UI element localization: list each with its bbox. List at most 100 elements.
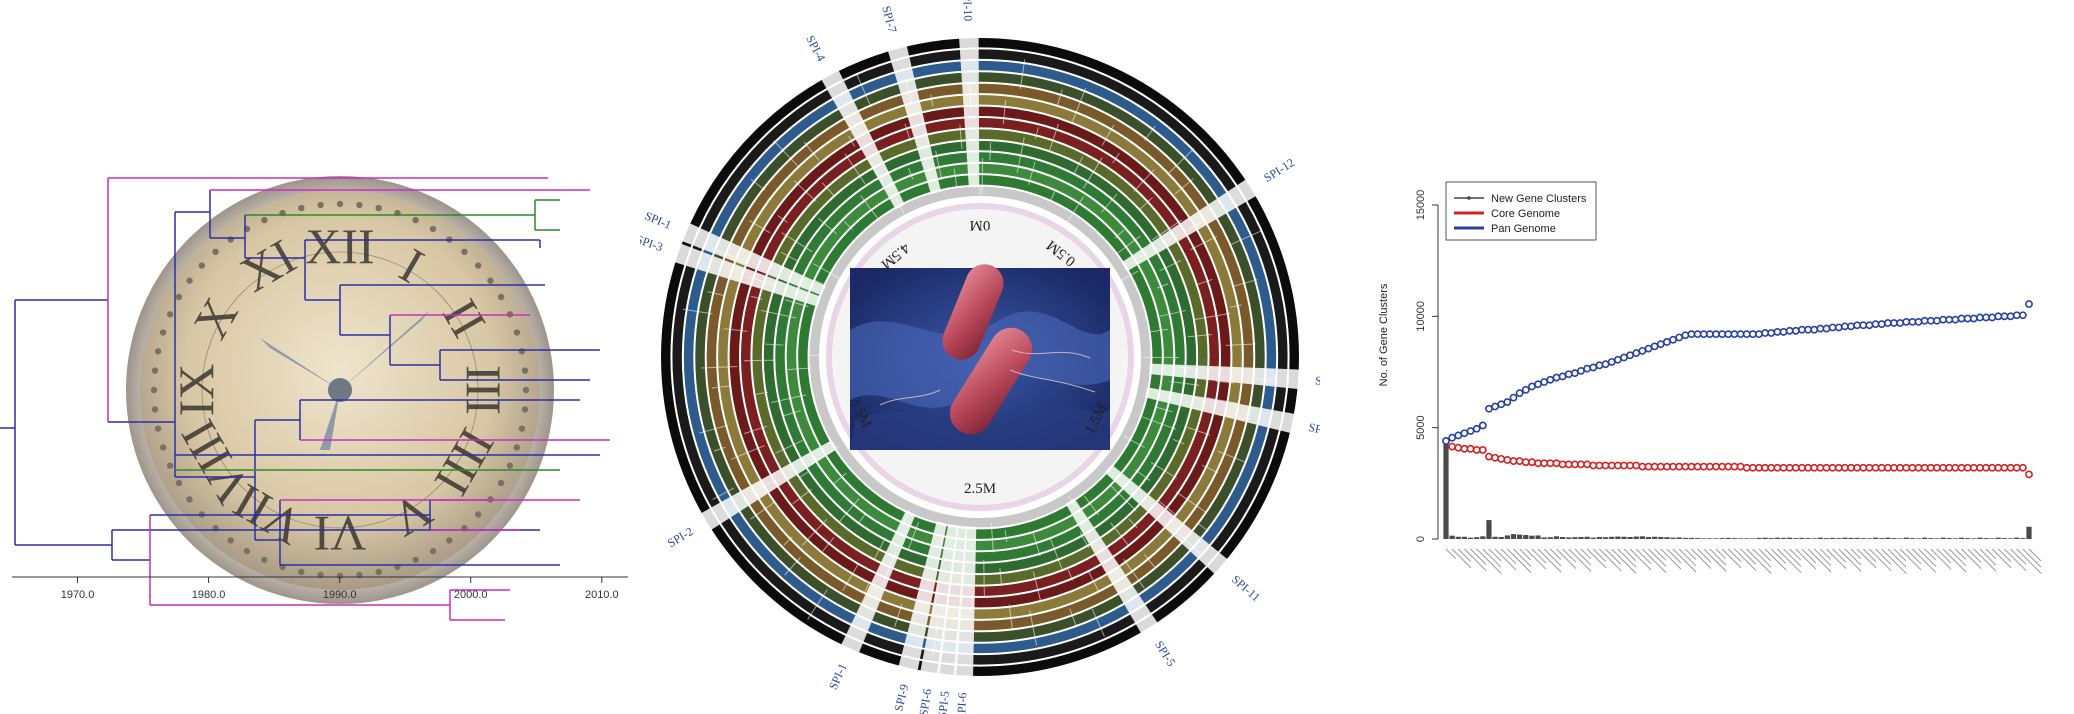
core-genome-point: [1595, 461, 1604, 470]
genome-ring: [661, 38, 1299, 676]
genome-variation-mark: [818, 217, 837, 235]
pan-genome-point: [1767, 329, 1776, 337]
core-genome-point: [1570, 460, 1579, 469]
core-genome-point: [1509, 457, 1518, 465]
chart-legend: New Gene Clusters Core Genome Pan Genome: [1445, 181, 1597, 241]
core-genome-point: [1718, 462, 1727, 471]
genome-tick-label: [1826, 548, 1847, 569]
core-genome-point: [2012, 463, 2021, 472]
genome-variation-mark: [1156, 283, 1169, 289]
genome-tick-label: [1764, 548, 1787, 571]
genome-variation-mark: [760, 309, 797, 319]
new-gene-bar: [1584, 536, 1590, 539]
pan-genome-panel: 0 5000 10000 15000 New Gene Clusters Core G…: [1320, 0, 2074, 714]
genome-ring: [695, 72, 1265, 642]
genome-tick-label: [1758, 548, 1772, 562]
pan-genome-point: [1730, 330, 1739, 339]
core-genome-point: [1521, 458, 1530, 467]
new-gene-bar: [1854, 537, 1860, 539]
new-gene-bar: [1474, 537, 1480, 539]
genome-variation-mark: [1101, 193, 1118, 213]
genome-tick-label: [1660, 548, 1682, 570]
genome-variation-mark: [814, 279, 827, 286]
clock-minute-dot: [429, 547, 437, 555]
core-genome-point: [1957, 463, 1966, 472]
core-genome-point: [1644, 462, 1653, 471]
genomic-island-label: SPI-1: [643, 209, 674, 233]
pan-genome-point: [1810, 325, 1819, 334]
genome-ring: [672, 49, 1288, 665]
genome-tick-label: [1482, 548, 1502, 568]
genome-tick-label: [1862, 548, 1877, 562]
new-gene-bar: [1596, 536, 1603, 539]
core-genome-point: [1902, 463, 1911, 472]
genome-variation-mark: [864, 581, 871, 593]
clock-minute-dot: [175, 293, 183, 301]
genome-variation-mark: [1032, 571, 1041, 601]
pan-genome-point: [1847, 322, 1855, 331]
pan-genome-point: [1933, 316, 1941, 325]
core-genome-point: [1454, 443, 1463, 452]
genome-tick-label: [1519, 548, 1532, 561]
genome-variation-mark: [1049, 190, 1056, 203]
genome-variation-mark: [907, 521, 920, 551]
new-gene-bar: [1958, 537, 1965, 539]
new-gene-bar: [1842, 537, 1848, 539]
genome-variation-mark: [682, 308, 713, 315]
core-genome-point: [1779, 463, 1788, 472]
clock-numeral: III: [456, 365, 512, 415]
pan-genome-point: [1877, 320, 1886, 329]
core-genome-point: [1804, 463, 1812, 472]
new-gene-bar: [1504, 535, 1510, 539]
pan-genome-point: [1570, 369, 1579, 378]
genomic-island-label: SPI-4: [803, 33, 828, 64]
new-gene-bar: [1903, 537, 1909, 539]
genome-tick-label: [1709, 548, 1727, 566]
pan-genome-point: [1632, 349, 1641, 357]
new-gene-bar: [1836, 538, 1842, 539]
core-genome-point: [1466, 444, 1475, 453]
genome-tick-label: [1899, 548, 1922, 571]
pan-genome-point: [1472, 424, 1481, 433]
new-gene-bar: [1744, 538, 1750, 539]
genome-variation-mark: [714, 446, 726, 452]
genome-tick-label: [1549, 548, 1562, 560]
genome-tick-label: [1678, 548, 1697, 567]
genome-variation-mark: [844, 153, 866, 185]
genome-tick-label: [1464, 548, 1487, 572]
new-gene-bar: [1731, 538, 1738, 539]
genome-tick-label: [1556, 548, 1577, 569]
pan-genome-point: [1448, 433, 1457, 442]
pan-genome-point: [1859, 321, 1868, 330]
genome-variation-mark: [1128, 518, 1138, 529]
new-gene-bar: [1670, 537, 1676, 539]
genome-variation-mark: [1169, 380, 1200, 386]
pan-genome-point: [1478, 421, 1487, 430]
genome-tick-label: [1801, 548, 1817, 564]
pan-genome-point: [1865, 321, 1874, 330]
genome-tick-label: [1445, 548, 1457, 560]
genome-variation-mark: [787, 367, 812, 371]
legend-pan-genome: Pan Genome: [1491, 223, 1556, 235]
pan-genome-point: [1454, 431, 1463, 440]
genome-variation-mark: [873, 537, 886, 560]
new-gene-bar: [1535, 535, 1541, 539]
genome-tick-label: [1494, 548, 1517, 571]
core-genome-point: [1982, 463, 1990, 472]
genome-variation-mark: [1122, 270, 1139, 281]
genome-variation-mark: [1225, 343, 1256, 346]
genome-tick-label: [2028, 548, 2042, 562]
genome-tick-label: [1777, 548, 1802, 574]
genomic-island-label: SPI-5: [1152, 638, 1178, 669]
pan-genome-point: [1742, 330, 1751, 339]
pan-genome-point: [1509, 393, 1518, 402]
pan-genome-point: [1485, 404, 1493, 413]
genome-tick-label: [1752, 548, 1772, 568]
pan-genome-point: [1497, 400, 1506, 409]
new-gene-bar: [1977, 537, 1983, 539]
genome-tick-label: [1973, 548, 1997, 572]
genome-tick-label: [1684, 548, 1697, 560]
core-genome-point: [1656, 462, 1665, 471]
genome-tick-label: [1635, 548, 1652, 565]
pan-genome-point: [1957, 314, 1966, 323]
